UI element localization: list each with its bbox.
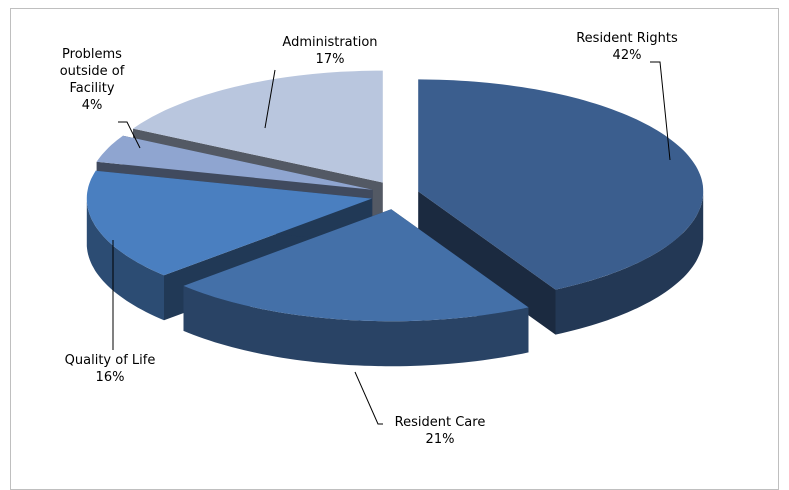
category-label: Resident Care xyxy=(394,415,486,430)
slice xyxy=(86,170,372,276)
category-label: Quality of Life xyxy=(64,353,156,368)
slice-side xyxy=(86,198,164,321)
slice-side xyxy=(555,191,704,335)
data-label: Resident Care 21% xyxy=(380,414,500,448)
slice xyxy=(418,79,704,290)
value-label: 16% xyxy=(95,370,125,385)
category-label: Problems outside of Facility xyxy=(59,47,125,96)
value-label: 42% xyxy=(612,48,642,63)
data-label: Administration 17% xyxy=(265,34,395,68)
value-label: 17% xyxy=(315,52,345,67)
leader-line xyxy=(650,61,671,161)
slice-wall xyxy=(418,191,556,335)
leader-line xyxy=(118,121,141,149)
value-label: 21% xyxy=(425,432,455,447)
slice-side xyxy=(183,285,529,367)
slice xyxy=(183,209,529,322)
leader-line xyxy=(264,69,276,129)
category-label: Administration xyxy=(282,35,378,50)
leader-line xyxy=(354,371,383,425)
data-label: Problems outside of Facility 4% xyxy=(42,46,142,114)
data-label: Quality of Life 16% xyxy=(50,352,170,386)
slice xyxy=(96,135,373,190)
category-label: Resident Rights xyxy=(576,31,678,46)
slice xyxy=(133,70,383,183)
data-label: Resident Rights 42% xyxy=(552,30,702,64)
value-label: 4% xyxy=(81,98,103,113)
